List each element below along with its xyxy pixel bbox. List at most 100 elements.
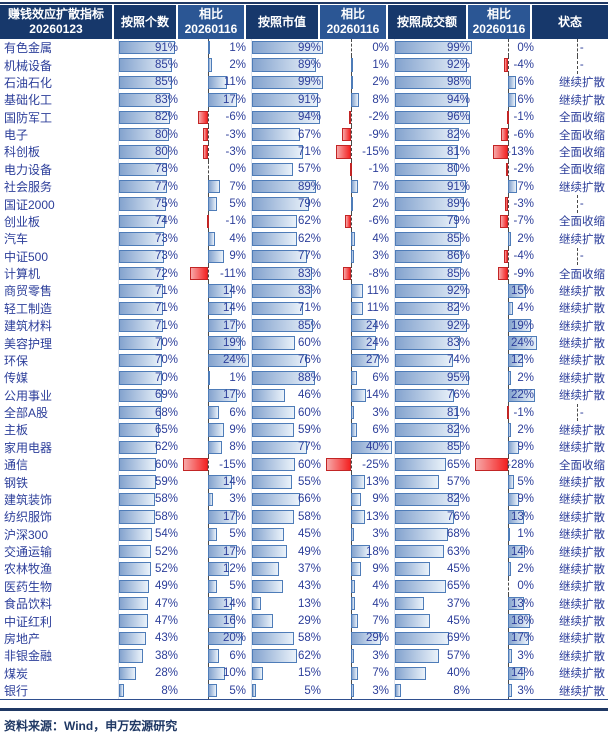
data-bar [119, 614, 149, 628]
data-bar [119, 423, 160, 437]
count-pct-cell: 43% [118, 629, 181, 648]
data-bar [119, 440, 158, 454]
amount-delta-cell: 5% [475, 473, 537, 491]
cell-value: 77% [154, 180, 178, 193]
status-cell: 继续扩散 [539, 560, 608, 577]
cell-value: 92% [446, 59, 470, 72]
cell-value: 9% [372, 493, 389, 506]
cell-value: 69% [446, 632, 470, 645]
positive-delta-bar [208, 475, 233, 489]
cell-value: 17% [222, 510, 246, 523]
cell-value: 71% [154, 284, 178, 297]
status-text: 继续扩散 [559, 303, 605, 316]
table-row: 交通运输 52% 17% 49% 18% 63% 14% 继续扩散 [0, 542, 608, 561]
mcap-delta-cell: 3% [326, 247, 392, 265]
status-text: 继续扩散 [559, 668, 605, 681]
cell-value: 60% [297, 458, 321, 471]
positive-delta-bar [208, 336, 241, 350]
positive-delta-bar [351, 562, 361, 576]
count-pct-cell: 78% [118, 160, 181, 178]
amount-pct-cell: 85% [394, 264, 473, 283]
cell-value: 40% [446, 667, 470, 680]
count-delta-cell: 20% [183, 629, 249, 648]
status-cell: 继续扩散 [539, 508, 608, 525]
mcap-delta-cell: 9% [326, 490, 392, 509]
cell-value: 82% [446, 302, 470, 315]
amount-pct-cell: 45% [394, 560, 473, 578]
cell-value: -6% [225, 111, 246, 124]
table-row: 基础化工 83% 17% 91% 8% 94% 6% 继续扩散 [0, 91, 608, 109]
cell-value: 58% [154, 510, 178, 523]
data-bar [252, 301, 304, 315]
count-delta-cell: 10% [183, 664, 249, 682]
mcap-delta-cell: -9% [326, 125, 392, 144]
data-bar [395, 614, 431, 628]
cell-value: 19% [222, 337, 246, 350]
positive-delta-bar [508, 388, 535, 402]
source-note: 资料来源：Wind，申万宏源研究 [4, 719, 178, 733]
mcap-pct-cell: 15% [251, 664, 324, 682]
table-row: 轻工制造 71% 14% 71% 11% 82% 4% 继续扩散 [0, 299, 608, 317]
status-cell: 继续扩散 [539, 612, 608, 629]
status-text: 继续扩散 [559, 442, 605, 455]
data-bar [395, 666, 427, 680]
amount-delta-cell: 3% [475, 647, 537, 665]
cell-value: 47% [154, 615, 178, 628]
status-text: 继续扩散 [559, 94, 605, 107]
data-bar [252, 371, 316, 385]
cell-value: 13% [365, 510, 389, 523]
data-bar [252, 527, 285, 541]
data-bar [252, 58, 317, 72]
positive-delta-bar [508, 475, 515, 489]
data-bar [252, 666, 263, 680]
data-bar [119, 405, 162, 420]
positive-delta-bar [351, 301, 363, 315]
mcap-pct-cell: 45% [251, 525, 324, 543]
amount-pct-cell: 65% [394, 577, 473, 595]
cell-value: 55% [297, 476, 321, 489]
amount-delta-cell: -1% [475, 108, 537, 126]
mcap-pct-cell: 13% [251, 595, 324, 613]
amount-pct-cell: 82% [394, 490, 473, 509]
header-vs1-line2: 20260116 [184, 22, 238, 36]
cell-value: 2% [517, 562, 534, 575]
cell-value: 7% [517, 180, 534, 193]
header-vs1-line1: 相比 [198, 7, 223, 21]
cell-value: 14% [222, 597, 246, 610]
count-delta-cell: 3% [183, 490, 249, 509]
amount-delta-cell: 7% [475, 178, 537, 196]
table-row: 美容护理 70% 19% 60% 24% 83% 24% 继续扩散 [0, 334, 608, 352]
count-pct-cell: 71% [118, 317, 181, 335]
positive-delta-bar [351, 527, 355, 541]
cell-value: 24% [365, 337, 389, 350]
data-bar [395, 440, 462, 454]
table-row: 国防军工 82% -6% 94% -2% 96% -1% 全面收缩 [0, 108, 608, 126]
positive-delta-bar [351, 232, 356, 246]
amount-delta-cell: -7% [475, 212, 537, 231]
cell-value: 60% [297, 406, 321, 419]
data-bar [395, 353, 453, 368]
table-row: 纺织服饰 58% 17% 58% 13% 76% 13% 继续扩散 [0, 508, 608, 526]
mcap-delta-cell: 3% [326, 647, 392, 665]
positive-delta-bar [508, 232, 511, 246]
count-delta-cell: -3% [183, 143, 249, 161]
positive-delta-bar [508, 371, 511, 385]
table-row: 沪深300 54% 5% 45% 3% 68% 1% 继续扩散 [0, 525, 608, 543]
cell-value: 0% [517, 580, 534, 593]
cell-value: 4% [372, 580, 389, 593]
positive-delta-bar [351, 93, 360, 107]
positive-delta-bar [208, 440, 222, 454]
cell-value: 4% [517, 302, 534, 315]
count-delta-cell: 17% [183, 542, 249, 561]
count-pct-cell: 69% [118, 386, 181, 404]
cell-value: 12% [222, 562, 246, 575]
cell-value: 70% [154, 371, 178, 384]
positive-delta-bar [208, 75, 227, 90]
amount-delta-cell: -9% [475, 264, 537, 283]
amount-pct-cell: 76% [394, 386, 473, 404]
cell-value: 24% [510, 337, 534, 350]
positive-delta-bar [508, 544, 526, 559]
cell-value: 28% [154, 667, 178, 680]
cell-value: 2% [517, 371, 534, 384]
row-label: 食品饮料 [4, 597, 53, 612]
